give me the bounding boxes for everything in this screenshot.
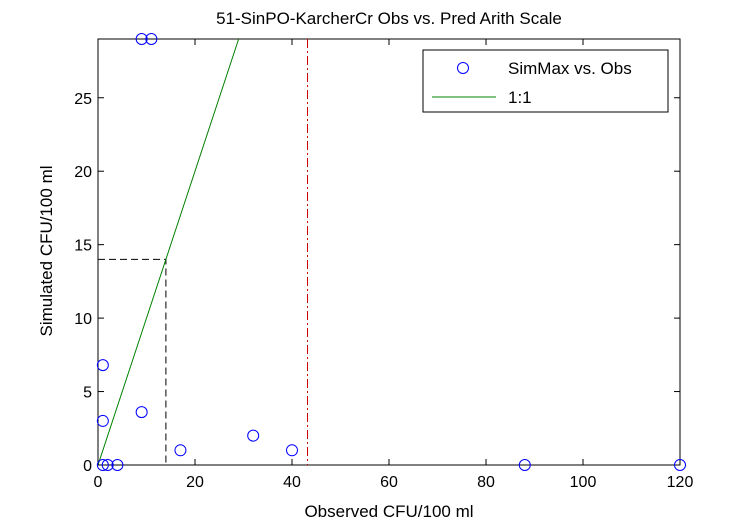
y-tick-label: 10 (74, 311, 92, 328)
y-axis-title: Simulated CFU/100 ml (37, 165, 56, 336)
scatter-point (174, 444, 187, 457)
x-axis: 0 20 40 60 80 100 120 (94, 39, 694, 491)
x-axis-title: Observed CFU/100 ml (304, 502, 473, 521)
scatter-point (96, 359, 109, 372)
x-tick-label: 100 (570, 474, 597, 491)
y-tick-label: 25 (74, 91, 92, 108)
scatter-point (518, 459, 531, 471)
y-tick-label: 15 (74, 238, 92, 255)
scatter-point (96, 459, 109, 471)
x-tick-label: 0 (94, 474, 103, 491)
chart-title: 51-SinPO-KarcherCr Obs vs. Pred Arith Sc… (216, 9, 562, 28)
legend-box (422, 49, 669, 113)
y-tick-label: 5 (83, 385, 92, 402)
series-line-1to1 (98, 39, 240, 465)
scatter-point (111, 459, 124, 471)
x-tick-label: 40 (283, 474, 301, 491)
scatter-point (96, 414, 109, 427)
scatter-point (135, 406, 148, 419)
scatter-point (247, 429, 260, 442)
scatter-point (145, 33, 158, 45)
legend-marker-simmax (457, 62, 469, 74)
x-tick-label: 60 (380, 474, 398, 491)
x-tick-label: 120 (667, 474, 694, 491)
legend-label-1to1: 1:1 (508, 88, 532, 107)
y-axis: 0 5 10 15 20 25 (74, 91, 680, 475)
scatter-point (286, 444, 298, 457)
x-tick-label: 20 (186, 474, 204, 491)
scatter-points (96, 33, 686, 471)
y-tick-label: 20 (74, 164, 92, 181)
legend: SimMax vs. Obs 1:1 (422, 49, 669, 113)
series-layer (98, 39, 240, 465)
y-tick-label: 0 (83, 458, 92, 475)
legend-label-simmax: SimMax vs. Obs (508, 59, 632, 78)
scatter-point (101, 459, 114, 471)
x-tick-label: 80 (477, 474, 495, 491)
scatter-point (674, 459, 686, 471)
scatter-point (135, 33, 148, 45)
